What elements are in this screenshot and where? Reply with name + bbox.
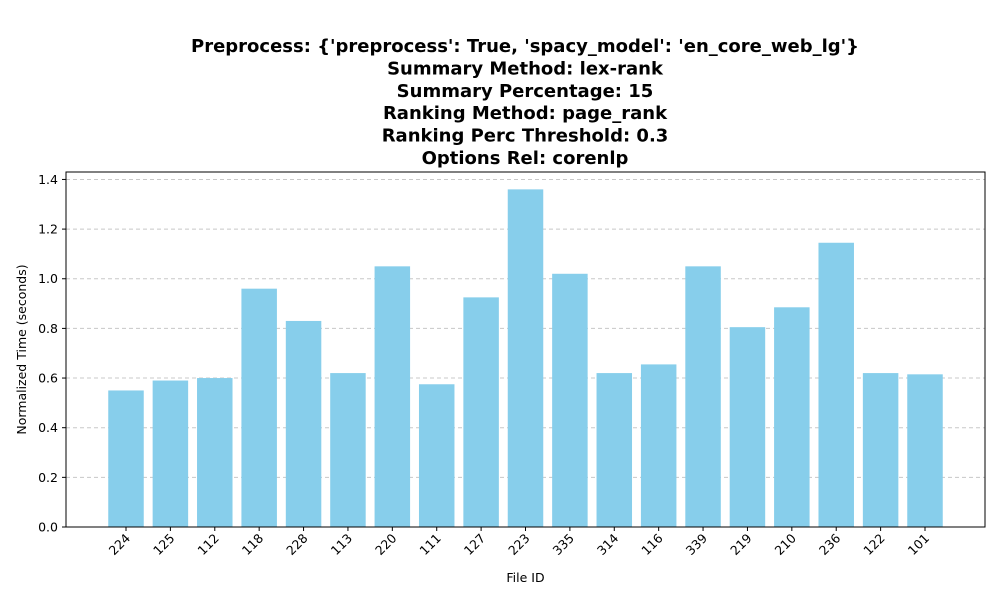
y-tick-label: 0.2 — [38, 470, 58, 485]
bar-122 — [862, 373, 899, 527]
y-tick-label: 1.4 — [38, 172, 58, 187]
bar-116 — [640, 364, 677, 527]
x-tick-label: 122 — [860, 531, 887, 558]
y-axis-ticks: 0.0 0.2 0.4 0.6 0.8 1.0 1.2 1.4 — [38, 172, 66, 535]
bar-228 — [285, 320, 322, 527]
title-line: Summary Percentage: 15 — [397, 81, 654, 102]
x-tick-label: 223 — [505, 531, 532, 558]
title-line: Options Rel: corenlp — [422, 148, 629, 169]
bar-339 — [685, 266, 721, 527]
y-tick-label: 0.8 — [38, 321, 58, 336]
bar-111 — [418, 384, 455, 527]
chart-title: Preprocess: {'preprocess': True, 'spacy_… — [191, 36, 859, 169]
x-tick-label: 125 — [150, 531, 177, 558]
x-tick-label: 314 — [594, 530, 622, 558]
x-tick-label: 220 — [372, 530, 400, 558]
title-line: Summary Method: lex-rank — [387, 58, 664, 79]
x-tick-label: 116 — [638, 530, 666, 558]
y-tick-label: 0.0 — [38, 520, 58, 535]
bar-112 — [197, 378, 233, 527]
bar-223 — [507, 189, 544, 527]
x-axis-ticks: 224 125 112 118 228 113 220 111 127 223 335 314 116 3… — [106, 527, 932, 558]
bar-210 — [774, 307, 810, 527]
bar-224 — [108, 390, 144, 527]
bar-125 — [152, 380, 189, 527]
x-tick-label: 127 — [461, 531, 488, 558]
title-line: Ranking Perc Threshold: 0.3 — [382, 126, 669, 147]
bar-101 — [907, 374, 943, 527]
x-tick-label: 228 — [283, 530, 311, 558]
x-tick-label: 101 — [905, 531, 932, 558]
y-tick-label: 1.0 — [38, 271, 58, 286]
x-tick-label: 339 — [683, 530, 711, 558]
x-tick-label: 210 — [771, 530, 799, 558]
bar-127 — [463, 297, 499, 527]
bar-335 — [552, 273, 588, 527]
x-tick-label: 118 — [239, 530, 267, 558]
title-line: Preprocess: {'preprocess': True, 'spacy_… — [191, 36, 859, 57]
x-tick-label: 113 — [328, 531, 355, 558]
y-tick-label: 1.2 — [38, 222, 58, 237]
bar-219 — [729, 327, 766, 527]
y-axis-label: Normalized Time (seconds) — [14, 264, 29, 434]
bar-314 — [596, 373, 633, 527]
bar-118 — [241, 288, 277, 527]
bar-236 — [818, 242, 854, 527]
x-axis-label: File ID — [506, 570, 544, 585]
x-tick-label: 224 — [106, 530, 134, 558]
x-tick-label: 335 — [550, 531, 577, 558]
bar-113 — [330, 373, 366, 527]
y-tick-label: 0.6 — [38, 371, 58, 386]
x-tick-label: 112 — [194, 531, 221, 558]
x-tick-label: 219 — [727, 530, 755, 558]
bars — [108, 189, 943, 527]
y-tick-label: 0.4 — [38, 420, 58, 435]
x-tick-label: 111 — [416, 531, 443, 558]
bar-220 — [374, 266, 411, 527]
x-tick-label: 236 — [816, 530, 844, 558]
title-line: Ranking Method: page_rank — [383, 103, 668, 124]
